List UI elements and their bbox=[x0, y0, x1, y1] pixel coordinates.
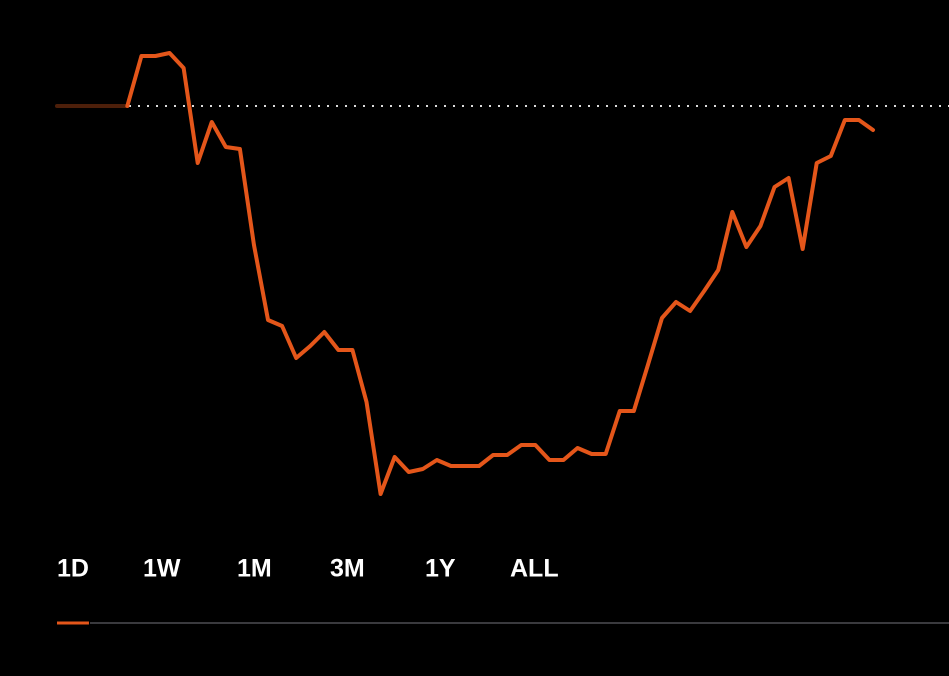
range-tab[interactable]: ALL bbox=[510, 555, 559, 583]
price-line bbox=[125, 51, 875, 496]
range-tab[interactable]: 1M bbox=[237, 555, 272, 583]
range-tab[interactable]: 3M bbox=[330, 555, 365, 583]
range-tab[interactable]: 1Y bbox=[425, 555, 456, 583]
range-tab[interactable]: 1D bbox=[57, 555, 89, 583]
range-tab[interactable]: 1W bbox=[143, 555, 181, 583]
